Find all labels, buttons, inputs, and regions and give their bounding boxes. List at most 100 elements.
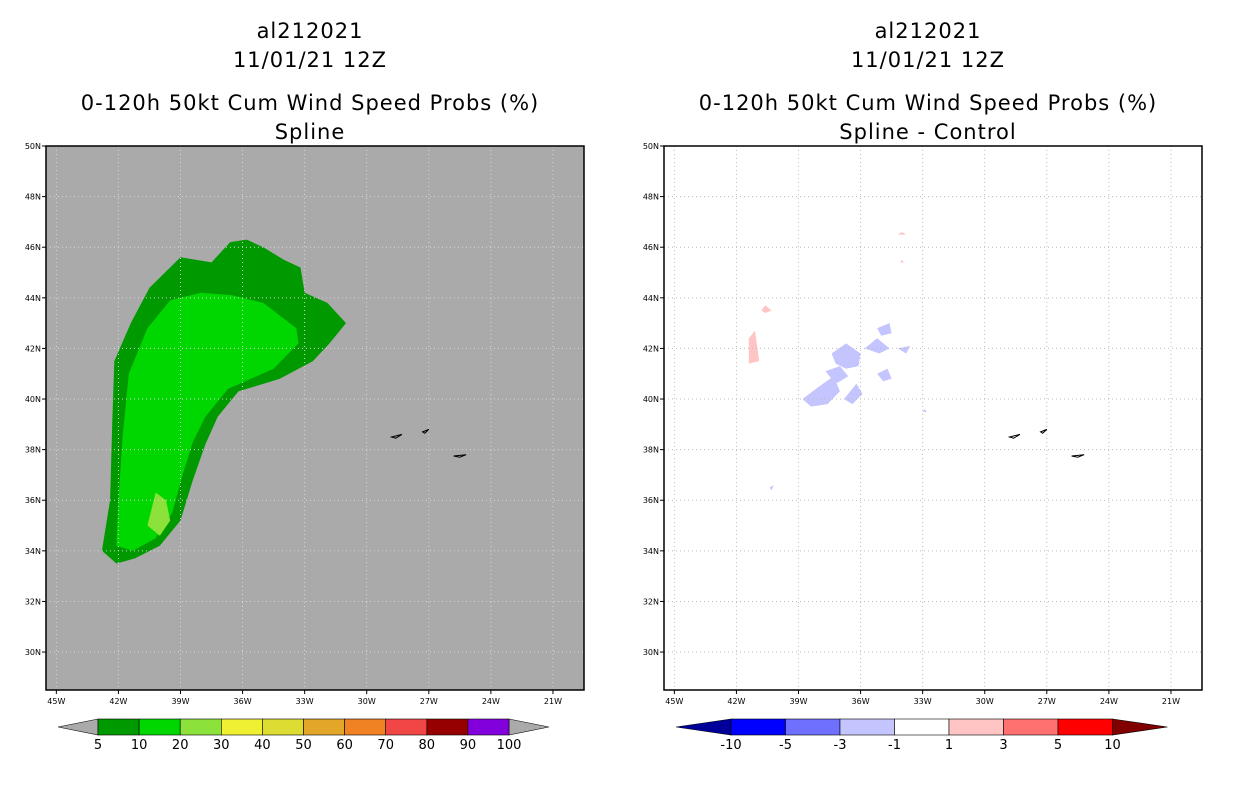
right-ytick-label-6: 42N	[643, 344, 659, 353]
left-colorbar-label-4: 40	[254, 738, 271, 753]
left-colorbar-swatch-4	[262, 718, 304, 736]
right-colorbar-label-4: 1	[945, 738, 953, 753]
right-ytick-label-4: 38N	[643, 446, 659, 455]
right-colorbar-right-arrow	[1112, 718, 1168, 736]
right-colorbar: -10 -5 -3 -1 1 3 5 10	[675, 718, 1168, 753]
left-xtick-label-6: 27W	[420, 697, 438, 706]
right-xtick-label-6: 27W	[1038, 697, 1056, 706]
left-island-0	[389, 433, 403, 439]
left-colorbar-label-8: 80	[419, 738, 436, 753]
left-colorbar-swatch-8	[426, 718, 469, 736]
right-xtick-label-3: 36W	[852, 697, 870, 706]
left-ytick-label-3: 36N	[25, 496, 41, 505]
left-storm-id: al212021	[256, 19, 364, 43]
right-xtick-label-5: 30W	[976, 697, 994, 706]
left-colorbar-swatch-3	[221, 718, 263, 736]
right-ytick-label-5: 40N	[643, 395, 659, 404]
right-chart-title: 0-120h 50kt Cum Wind Speed Probs (%)	[698, 91, 1158, 115]
left-colorbar-swatch-2	[179, 718, 222, 736]
right-ytick-label-2: 34N	[643, 547, 659, 556]
right-contour-13	[922, 409, 927, 412]
right-colorbar-label-0: -10	[720, 738, 741, 753]
right-xtick-label-1: 42W	[727, 697, 745, 706]
right-colorbar-swatch-0	[730, 718, 786, 736]
right-xtick-label-0: 45W	[665, 697, 683, 706]
left-chart-title: 0-120h 50kt Cum Wind Speed Probs (%)	[80, 91, 540, 115]
left-ytick-label-10: 50N	[25, 142, 41, 151]
right-xtick-label-4: 33W	[914, 697, 932, 706]
right-ytick-label-7: 44N	[643, 294, 659, 303]
left-chart-group: 45W 42W 39W 36W 33W 30W 27W 24W 21W 30N 32N 34N 36N 3…	[25, 142, 585, 706]
left-colorbar-label-2: 20	[172, 738, 189, 753]
left-contour-2	[147, 492, 171, 536]
left-colorbar-left-arrow	[57, 718, 99, 736]
left-colorbar-label-10: 100	[497, 738, 522, 753]
right-ytick-label-9: 48N	[643, 193, 659, 202]
left-colorbar-label-5: 50	[295, 738, 312, 753]
left-colorbar-swatch-7	[385, 718, 428, 736]
right-island-1	[1039, 428, 1048, 434]
right-contour-1	[761, 305, 772, 313]
right-chart-group: 45W 42W 39W 36W 33W 30W 27W 24W 21W 30N 32N 34N 36N 3…	[643, 142, 1203, 706]
right-colorbar-swatch-2	[839, 718, 895, 736]
right-colorbar-swatch-6	[1057, 718, 1113, 736]
right-contour-2	[897, 232, 907, 235]
right-island-0	[1007, 433, 1021, 439]
left-ytick-label-7: 44N	[25, 294, 41, 303]
left-island-2	[453, 454, 467, 458]
right-contour-9	[877, 368, 892, 382]
right-contour-10	[897, 345, 911, 354]
left-colorbar-swatch-6	[344, 718, 387, 736]
left-colorbar-label-6: 60	[336, 738, 353, 753]
left-contour-1	[116, 292, 299, 551]
right-xtick-label-2: 39W	[789, 697, 807, 706]
right-contour-5	[825, 366, 849, 384]
right-storm-id: al212021	[874, 19, 982, 43]
right-colorbar-swatch-1	[785, 718, 841, 736]
left-colorbar-swatch-0	[97, 718, 140, 736]
right-ytick-label-8: 46N	[643, 243, 659, 252]
left-datetime: 11/01/21 12Z	[232, 48, 388, 72]
right-colorbar-label-5: 3	[999, 738, 1007, 753]
right-ytick-label-3: 36N	[643, 496, 659, 505]
left-xtick-label-5: 30W	[358, 697, 376, 706]
right-contour-4	[802, 376, 840, 407]
left-ytick-label-2: 34N	[25, 547, 41, 556]
left-ytick-label-8: 46N	[25, 243, 41, 252]
left-colorbar-label-0: 5	[94, 738, 102, 753]
left-xtick-label-3: 36W	[234, 697, 252, 706]
right-ytick-label-10: 50N	[643, 142, 659, 151]
left-colorbar-label-3: 30	[213, 738, 230, 753]
left-colorbar-label-7: 70	[377, 738, 394, 753]
right-colorbar-swatch-5	[1003, 718, 1059, 736]
left-colorbar: 5 10 20 30 40 50 60 70 80 90 100	[57, 718, 550, 753]
left-ytick-label-0: 30N	[25, 648, 41, 657]
left-xtick-label-7: 24W	[482, 697, 500, 706]
right-colorbar-label-2: -3	[834, 738, 847, 753]
left-colorbar-swatch-5	[303, 718, 345, 736]
right-contour-8	[864, 338, 890, 354]
right-contour-11	[877, 323, 892, 336]
right-datetime: 11/01/21 12Z	[850, 48, 1006, 72]
left-colorbar-right-arrow	[508, 718, 550, 736]
right-plot-frame	[663, 145, 1203, 691]
left-xtick-label-8: 21W	[544, 697, 562, 706]
right-colorbar-label-6: 5	[1054, 738, 1062, 753]
right-colorbar-swatch-3	[894, 718, 950, 736]
left-colorbar-label-9: 90	[460, 738, 477, 753]
right-plot-background	[664, 146, 1202, 690]
left-xtick-label-0: 45W	[47, 697, 65, 706]
right-ytick-label-0: 30N	[643, 648, 659, 657]
left-xtick-label-2: 39W	[171, 697, 189, 706]
right-chart-subtitle: Spline - Control	[839, 120, 1017, 144]
left-colorbar-swatch-9	[467, 718, 510, 736]
left-plot-frame	[45, 145, 585, 691]
left-ytick-label-1: 32N	[25, 597, 41, 606]
right-colorbar-label-1: -5	[779, 738, 792, 753]
right-xtick-label-8: 21W	[1162, 697, 1180, 706]
left-xtick-label-1: 42W	[109, 697, 127, 706]
right-ytick-label-1: 32N	[643, 597, 659, 606]
right-colorbar-label-3: -1	[888, 738, 901, 753]
left-chart-subtitle: Spline	[274, 120, 346, 144]
